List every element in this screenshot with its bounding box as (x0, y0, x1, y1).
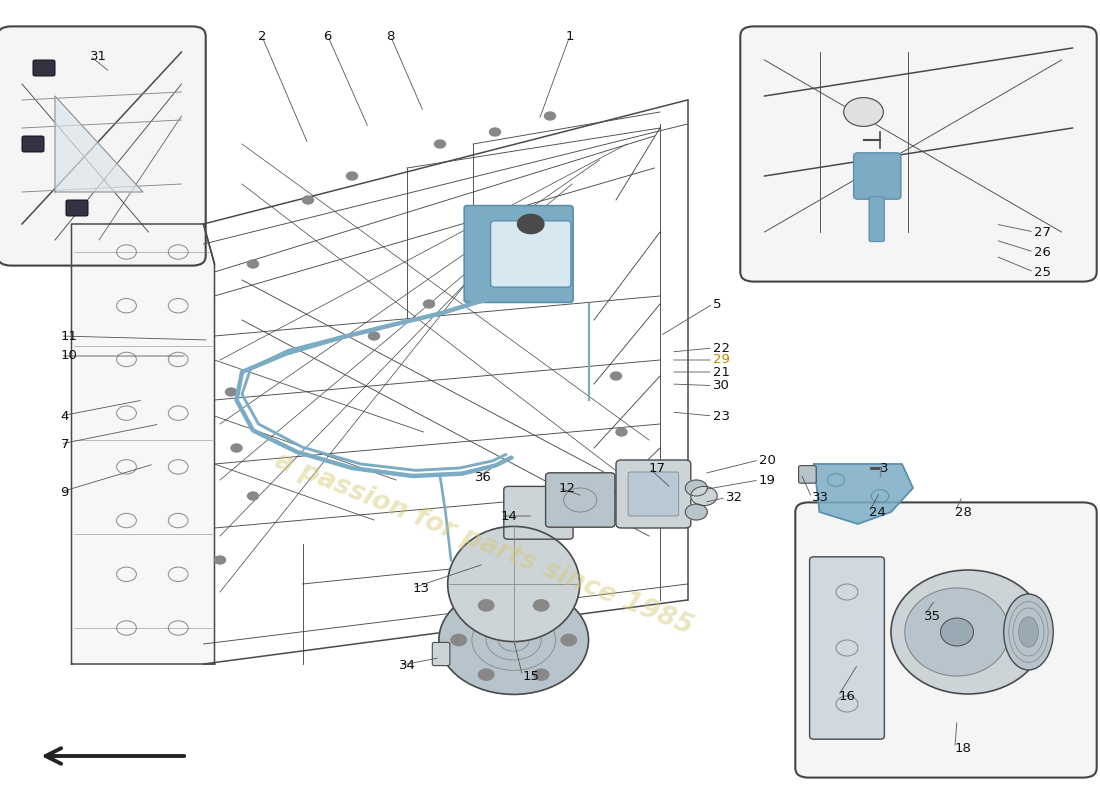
Text: 20: 20 (759, 454, 775, 466)
Polygon shape (814, 464, 913, 524)
Text: 33: 33 (812, 491, 828, 504)
Text: 15: 15 (522, 670, 539, 682)
Circle shape (451, 634, 466, 646)
Circle shape (478, 669, 494, 680)
Circle shape (534, 600, 549, 611)
Text: 7: 7 (60, 438, 69, 450)
Circle shape (424, 300, 434, 308)
FancyBboxPatch shape (546, 473, 615, 527)
Text: 8: 8 (386, 30, 395, 42)
Text: 24: 24 (869, 506, 886, 518)
FancyBboxPatch shape (66, 200, 88, 216)
Circle shape (368, 332, 379, 340)
Ellipse shape (448, 526, 580, 642)
Circle shape (561, 634, 576, 646)
Circle shape (231, 444, 242, 452)
Ellipse shape (1003, 594, 1054, 670)
Text: 30: 30 (713, 379, 729, 392)
Text: 26: 26 (1034, 246, 1050, 258)
Circle shape (346, 172, 358, 180)
Text: 6: 6 (323, 30, 332, 42)
FancyBboxPatch shape (869, 197, 884, 242)
FancyBboxPatch shape (628, 472, 679, 516)
Circle shape (248, 492, 258, 500)
Text: 3: 3 (880, 462, 889, 474)
Circle shape (616, 428, 627, 436)
Text: 9: 9 (60, 486, 69, 498)
Text: 29: 29 (713, 354, 729, 366)
Circle shape (214, 556, 225, 564)
Circle shape (478, 600, 494, 611)
FancyBboxPatch shape (0, 26, 206, 266)
FancyBboxPatch shape (464, 206, 573, 302)
Polygon shape (55, 96, 143, 192)
Text: 28: 28 (955, 506, 971, 518)
Text: 16: 16 (838, 690, 855, 702)
Text: 18: 18 (955, 742, 971, 754)
Text: a passion for parts since 1985: a passion for parts since 1985 (272, 448, 696, 640)
Text: 11: 11 (60, 330, 77, 342)
Circle shape (544, 112, 556, 120)
FancyBboxPatch shape (740, 26, 1097, 282)
Circle shape (685, 480, 707, 496)
Ellipse shape (940, 618, 974, 646)
FancyBboxPatch shape (854, 153, 901, 199)
FancyBboxPatch shape (432, 642, 450, 666)
Text: 14: 14 (500, 510, 517, 522)
Circle shape (517, 214, 544, 234)
Text: 5: 5 (713, 298, 722, 310)
Ellipse shape (891, 570, 1045, 694)
Text: 2: 2 (257, 30, 266, 42)
Text: 1: 1 (565, 30, 574, 42)
FancyBboxPatch shape (810, 557, 884, 739)
Text: 31: 31 (90, 50, 107, 62)
FancyBboxPatch shape (795, 502, 1097, 778)
Circle shape (439, 586, 588, 694)
Text: 12: 12 (559, 482, 575, 494)
Text: 19: 19 (759, 474, 775, 486)
Circle shape (248, 260, 258, 268)
Ellipse shape (904, 588, 1010, 676)
Circle shape (226, 388, 236, 396)
Text: 27: 27 (1034, 226, 1050, 238)
Circle shape (632, 516, 644, 524)
Text: 36: 36 (475, 471, 492, 484)
Ellipse shape (1019, 617, 1038, 647)
Text: 23: 23 (713, 410, 729, 422)
Text: 21: 21 (713, 366, 729, 378)
Text: 22: 22 (713, 342, 729, 354)
Text: 34: 34 (399, 659, 416, 672)
Circle shape (302, 196, 313, 204)
Text: 17: 17 (649, 462, 666, 474)
FancyBboxPatch shape (616, 460, 691, 528)
FancyBboxPatch shape (504, 486, 573, 539)
FancyBboxPatch shape (22, 136, 44, 152)
FancyBboxPatch shape (799, 466, 816, 483)
Circle shape (610, 372, 621, 380)
Circle shape (844, 98, 883, 126)
Text: 13: 13 (412, 582, 429, 594)
Circle shape (490, 128, 500, 136)
Text: 25: 25 (1034, 266, 1050, 278)
FancyBboxPatch shape (491, 221, 571, 287)
Circle shape (534, 669, 549, 680)
Circle shape (691, 486, 717, 506)
FancyBboxPatch shape (33, 60, 55, 76)
Text: 35: 35 (924, 610, 940, 622)
Circle shape (685, 504, 707, 520)
Text: 32: 32 (726, 491, 742, 504)
Circle shape (434, 140, 446, 148)
Text: 10: 10 (60, 350, 77, 362)
Polygon shape (72, 224, 214, 664)
Text: 4: 4 (60, 410, 69, 422)
